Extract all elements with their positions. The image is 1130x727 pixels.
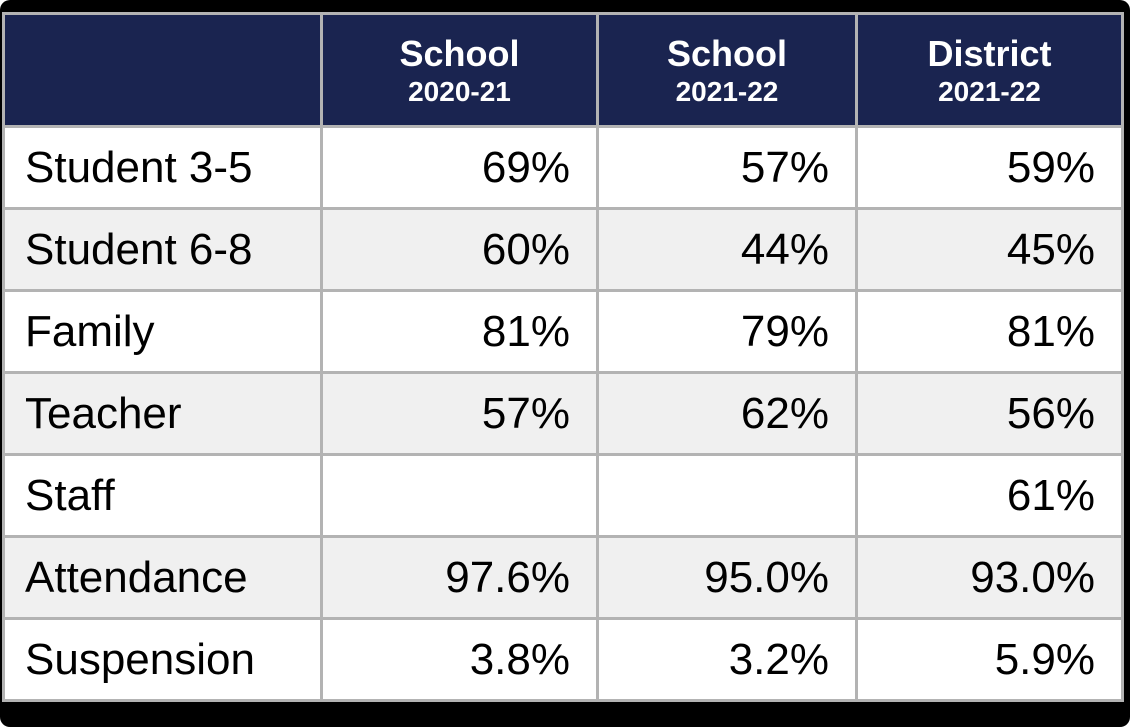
header-row: School 2020-21 School 2021-22 District 2… xyxy=(2,12,1124,128)
table-row-suspension: Suspension 3.8% 3.2% 5.9% xyxy=(2,617,1124,702)
table-cell: 93.0% xyxy=(855,535,1124,620)
row-label: Attendance xyxy=(2,535,323,620)
table-row-teacher: Teacher 57% 62% 56% xyxy=(2,371,1124,456)
table-cell: 79% xyxy=(596,289,858,374)
table-row-student-3-5: Student 3-5 69% 57% 59% xyxy=(2,125,1124,210)
header-cell-district-2021-22: District 2021-22 xyxy=(855,12,1124,128)
table-row-family: Family 81% 79% 81% xyxy=(2,289,1124,374)
table-cell: 61% xyxy=(855,453,1124,538)
table-cell: 62% xyxy=(596,371,858,456)
column-subtitle: 2021-22 xyxy=(938,76,1041,108)
header-cell-school-2020-21: School 2020-21 xyxy=(320,12,599,128)
row-label: Family xyxy=(2,289,323,374)
table-cell: 5.9% xyxy=(855,617,1124,702)
table-cell: 81% xyxy=(320,289,599,374)
column-title: School xyxy=(666,33,787,75)
row-label: Student 6-8 xyxy=(2,207,323,292)
row-label: Staff xyxy=(2,453,323,538)
table-cell: 57% xyxy=(596,125,858,210)
table-row-student-6-8: Student 6-8 60% 44% 45% xyxy=(2,207,1124,292)
row-label: Teacher xyxy=(2,371,323,456)
table-cell xyxy=(596,453,858,538)
table-cell: 56% xyxy=(855,371,1124,456)
column-title: District xyxy=(927,33,1052,75)
table-cell: 59% xyxy=(855,125,1124,210)
table-cell: 3.8% xyxy=(320,617,599,702)
table-row-attendance: Attendance 97.6% 95.0% 93.0% xyxy=(2,535,1124,620)
row-label: Suspension xyxy=(2,617,323,702)
table-cell xyxy=(320,453,599,538)
table-cell: 60% xyxy=(320,207,599,292)
row-label: Student 3-5 xyxy=(2,125,323,210)
table-cell: 45% xyxy=(855,207,1124,292)
table-cell: 95.0% xyxy=(596,535,858,620)
table-cell: 97.6% xyxy=(320,535,599,620)
column-title: School xyxy=(399,33,520,75)
table-row-staff: Staff 61% xyxy=(2,453,1124,538)
column-subtitle: 2020-21 xyxy=(408,76,511,108)
table-cell: 3.2% xyxy=(596,617,858,702)
school-district-stats-table: School 2020-21 School 2021-22 District 2… xyxy=(2,12,1124,702)
column-subtitle: 2021-22 xyxy=(675,76,779,108)
table-cell: 81% xyxy=(855,289,1124,374)
table-cell: 57% xyxy=(320,371,599,456)
table-cell: 69% xyxy=(320,125,599,210)
table-cell: 44% xyxy=(596,207,858,292)
header-cell-school-2021-22: School 2021-22 xyxy=(596,12,858,128)
header-cell-blank xyxy=(2,12,323,128)
